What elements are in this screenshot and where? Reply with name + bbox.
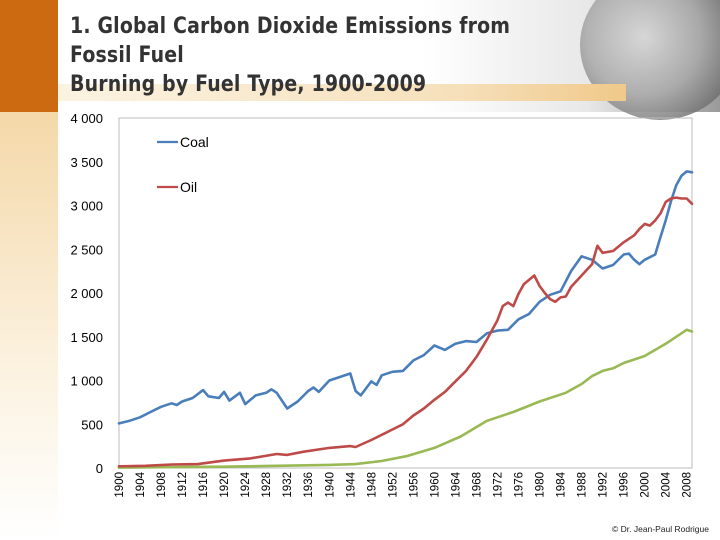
x-tick-label: 1940 [324, 472, 336, 498]
x-tick-label: 1992 [598, 472, 610, 498]
legend-label-coal: Coal [180, 134, 209, 150]
plot-area-frame [118, 117, 693, 469]
sidebar-gradient-strip [0, 112, 58, 540]
x-tick-label: 1944 [345, 471, 357, 497]
x-tick-label: 1916 [198, 472, 210, 498]
slide-title: 1. Global Carbon Dioxide Emissions from … [70, 12, 577, 99]
x-tick-label: 1912 [177, 472, 189, 498]
x-tick-label: 2008 [682, 472, 694, 498]
slide-title-line-2: Burning by Fuel Type, 1900-2009 [70, 72, 427, 97]
x-tick-label: 1988 [577, 472, 589, 498]
x-tick-label: 1960 [429, 472, 441, 498]
x-tick-label: 1972 [492, 472, 504, 498]
x-tick-label: 1936 [303, 472, 315, 498]
credit-text: © Dr. Jean-Paul Rodrigue [612, 524, 709, 534]
y-tick-label: 2 500 [70, 242, 103, 257]
x-tick-label: 1920 [219, 472, 231, 498]
x-tick-label: 2000 [640, 472, 652, 498]
series-line-coal [117, 170, 694, 425]
series-line-gas [117, 328, 694, 469]
x-tick-label: 1904 [135, 471, 147, 497]
x-tick-label: 1900 [114, 472, 126, 498]
x-tick-label: 1984 [556, 471, 568, 497]
orange-accent-block [0, 0, 58, 112]
x-tick-label: 1948 [366, 472, 378, 498]
x-tick-label: 1956 [408, 472, 420, 498]
x-tick-label: 1924 [240, 471, 252, 497]
x-tick-label: 1908 [156, 472, 168, 498]
y-tick-label: 0 [96, 461, 103, 476]
series-line-oil [117, 196, 694, 468]
y-tick-label: 500 [81, 417, 103, 432]
legend-label-oil: Oil [180, 179, 197, 195]
x-tick-label: 1980 [535, 472, 547, 498]
x-tick-label: 1928 [261, 472, 273, 498]
x-tick-label: 1964 [450, 471, 462, 497]
slide-title-line-1: 1. Global Carbon Dioxide Emissions from … [70, 14, 511, 68]
y-tick-label: 1 500 [70, 330, 103, 345]
x-tick-label: 2004 [661, 471, 673, 497]
x-tick-label: 1932 [282, 472, 294, 498]
y-tick-label: 2 000 [70, 286, 103, 301]
title-underline-band [58, 84, 626, 101]
x-tick-label: 1952 [387, 472, 399, 498]
y-tick-label: 3 500 [70, 155, 103, 170]
y-tick-label: 1 000 [70, 374, 103, 389]
x-tick-label: 1976 [514, 472, 526, 498]
y-tick-label: 3 000 [70, 199, 103, 214]
x-tick-label: 1968 [471, 472, 483, 498]
x-tick-label: 1996 [619, 472, 631, 498]
y-tick-label: 4 000 [70, 111, 103, 126]
emissions-line-chart: 0 500 1 000 1 500 2 000 2 500 3 000 3 500 4 000 1… [70, 111, 694, 498]
